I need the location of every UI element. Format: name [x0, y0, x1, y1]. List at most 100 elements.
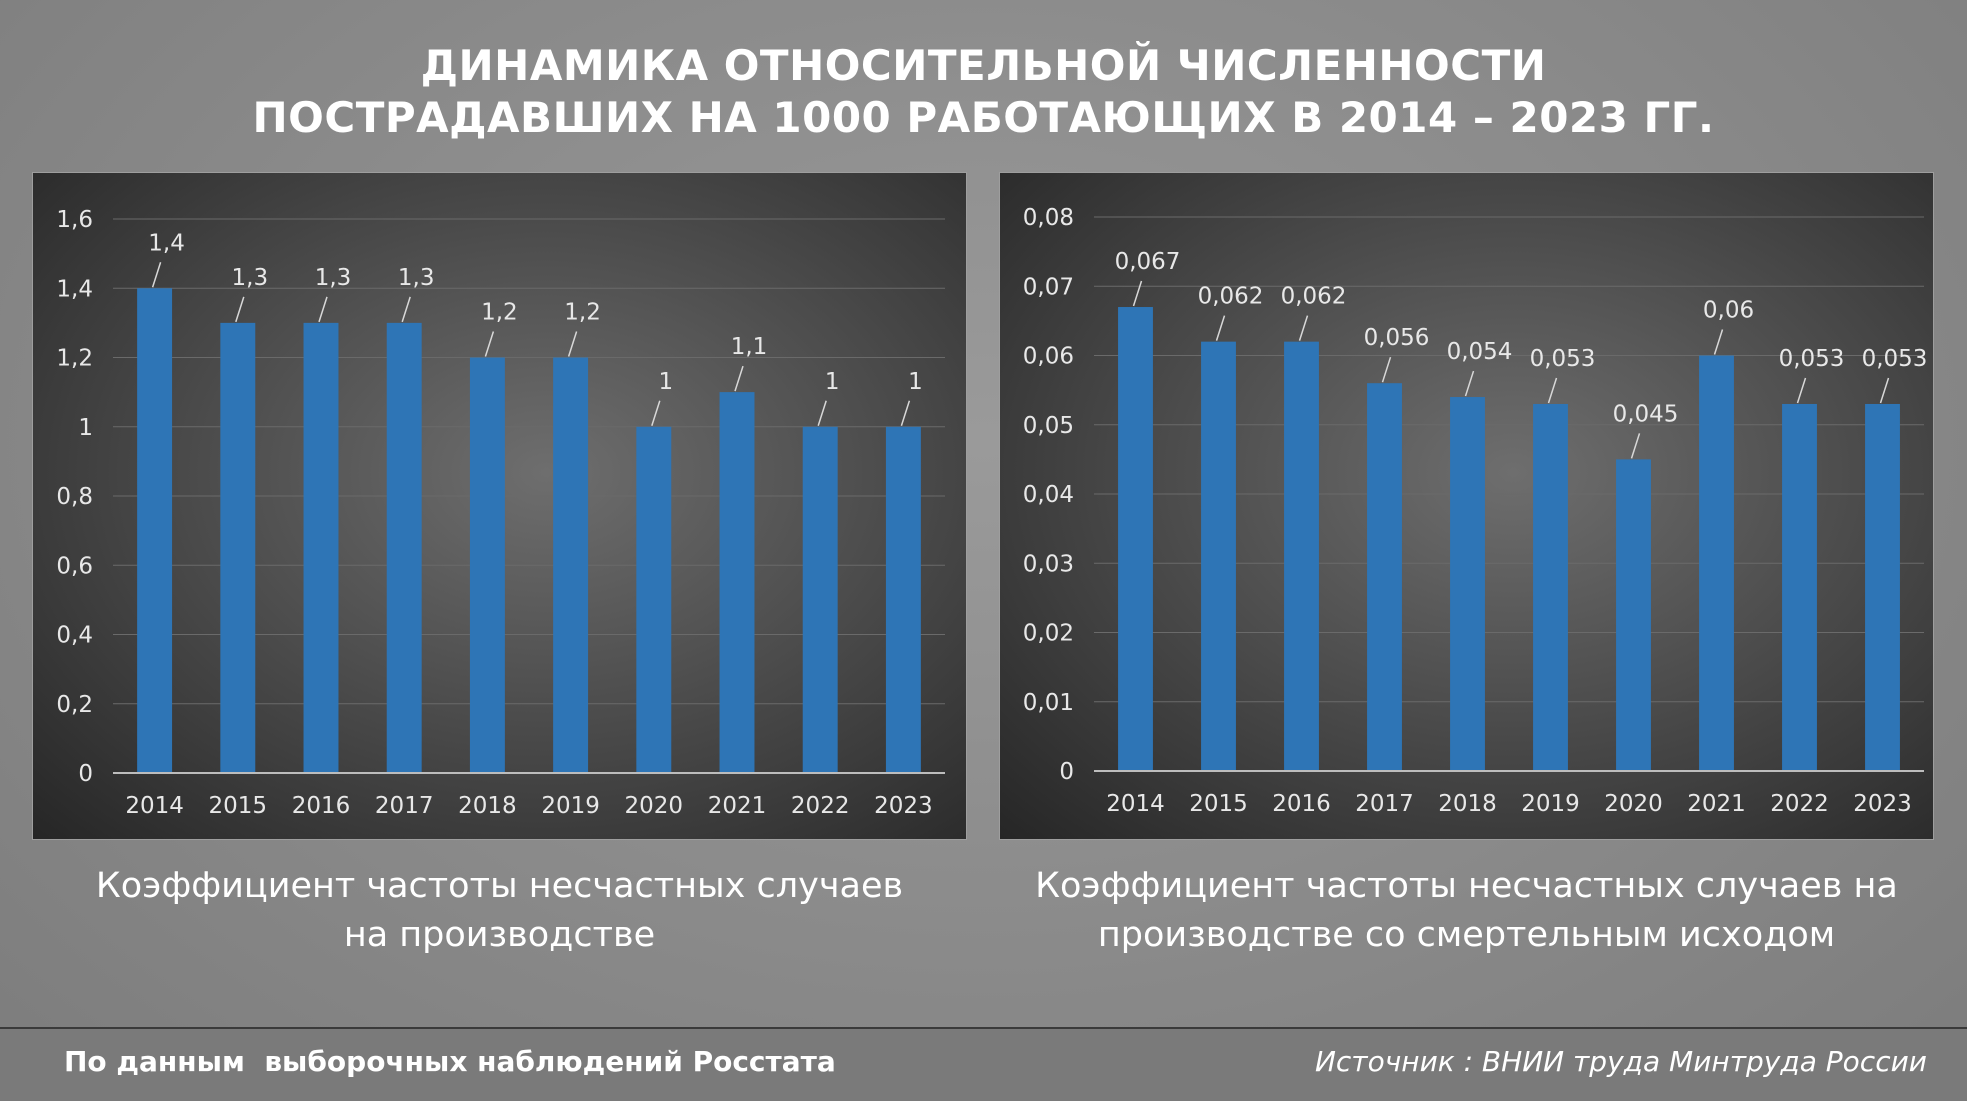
- bar-2019: [1533, 403, 1568, 771]
- x-tick-label-2014: 2014: [1106, 791, 1165, 817]
- y-tick-label: 0,6: [56, 553, 93, 579]
- data-label-leader: [1132, 280, 1143, 307]
- x-tick-label-2020: 2020: [625, 793, 684, 819]
- x-tick-label-2016: 2016: [292, 793, 351, 819]
- bar-2015: [1201, 341, 1236, 771]
- caption-injury-rate-line-1: Коэффициент частоты несчастных случаев: [95, 866, 904, 906]
- data-label-2018: 1,2: [481, 300, 518, 326]
- page-title-line-2: ПОСТРАДАВШИХ НА 1000 РАБОТАЮЩИХ В 2014 –…: [252, 93, 1715, 142]
- bar-2020: [1616, 459, 1651, 771]
- bar-2016: [1284, 341, 1319, 771]
- data-label-2015: 1,3: [232, 265, 269, 291]
- caption-fatal-rate: Коэффициент частоты несчастных случаев н…: [999, 862, 1934, 960]
- footer-bar: По данным выборочных наблюдений Росстата…: [0, 1027, 1967, 1101]
- data-label-leader: [235, 296, 245, 323]
- data-label-2014: 0,067: [1115, 249, 1181, 275]
- data-label-2020: 0,045: [1613, 401, 1679, 427]
- bar-2023: [885, 426, 921, 773]
- data-label-2021: 0,06: [1703, 298, 1754, 324]
- y-tick-label: 1,2: [56, 346, 93, 372]
- data-label-leader: [1298, 315, 1309, 341]
- x-tick-label-2018: 2018: [458, 793, 517, 819]
- bar-2017: [386, 322, 422, 773]
- data-label-leader: [1879, 377, 1890, 404]
- x-tick-label-2021: 2021: [708, 793, 767, 819]
- bar-2020: [636, 426, 672, 773]
- data-label-leader: [401, 296, 411, 323]
- y-tick-label: 0,03: [1023, 551, 1074, 577]
- x-tick-label-2015: 2015: [209, 793, 268, 819]
- y-tick-label: 0: [1059, 759, 1074, 785]
- bar-2022: [802, 426, 838, 773]
- x-tick-label-2014: 2014: [125, 793, 184, 819]
- caption-injury-rate: Коэффициент частоты несчастных случаев н…: [32, 862, 967, 960]
- data-label-2023: 1: [908, 369, 923, 395]
- bar-2021: [1699, 355, 1734, 771]
- y-tick-label: 0,01: [1023, 690, 1074, 716]
- data-label-2019: 0,053: [1530, 346, 1596, 372]
- x-tick-label-2023: 2023: [874, 793, 933, 819]
- chart-panel-injury-rate: 0 0,2 0,4 0,6 0,8 1 1,2 1,4 1,6 1,4 2014 1,3 2015 1,3…: [32, 172, 967, 840]
- y-tick-label: 0: [78, 761, 93, 787]
- x-tick-label-2017: 2017: [1355, 791, 1414, 817]
- data-label-2020: 1: [658, 369, 673, 395]
- x-tick-label-2021: 2021: [1687, 791, 1746, 817]
- page-title-line-1: ДИНАМИКА ОТНОСИТЕЛЬНОЙ ЧИСЛЕННОСТИ: [420, 41, 1547, 90]
- footer-data-note: По данным выборочных наблюдений Росстата: [64, 1045, 836, 1078]
- page-title: ДИНАМИКА ОТНОСИТЕЛЬНОЙ ЧИСЛЕННОСТИ ПОСТР…: [0, 40, 1967, 144]
- bar-2018: [469, 357, 505, 773]
- data-label-2023: 0,053: [1862, 346, 1928, 372]
- data-label-2022: 1: [825, 369, 840, 395]
- data-label-leader: [151, 262, 162, 288]
- bar-2014: [1118, 307, 1153, 771]
- y-tick-label: 1: [78, 415, 93, 441]
- caption-fatal-rate-line-1: Коэффициент частоты несчастных случаев н…: [1035, 866, 1898, 906]
- data-label-leader: [1215, 315, 1226, 341]
- x-tick-label-2022: 2022: [1770, 791, 1829, 817]
- bar-2019: [553, 357, 589, 773]
- x-tick-label-2019: 2019: [541, 793, 600, 819]
- bar-2016: [303, 322, 339, 773]
- x-tick-label-2022: 2022: [791, 793, 850, 819]
- x-tick-label-2015: 2015: [1189, 791, 1248, 817]
- data-label-leader: [734, 365, 744, 392]
- data-label-leader: [1796, 377, 1807, 404]
- bar-chart-fatal-rate: 0 0,01 0,02 0,03 0,04 0,05 0,06 0,07 0,08 0,067 20…: [1023, 205, 1928, 817]
- bar-chart-injury-rate: 0 0,2 0,4 0,6 0,8 1 1,2 1,4 1,6 1,4 2014 1,3 2015 1,3…: [56, 207, 945, 819]
- y-tick-label: 0,05: [1023, 413, 1074, 439]
- bar-2017: [1367, 383, 1402, 771]
- x-tick-label-2020: 2020: [1604, 791, 1663, 817]
- data-label-leader: [1464, 370, 1475, 397]
- chart-panel-fatal-rate: 0 0,01 0,02 0,03 0,04 0,05 0,06 0,07 0,08 0,067 20…: [999, 172, 1934, 840]
- data-label-2015: 0,062: [1198, 284, 1264, 310]
- bar-2015: [220, 322, 256, 773]
- data-label-leader: [567, 331, 578, 357]
- y-tick-label: 0,8: [56, 484, 93, 510]
- data-label-leader: [900, 400, 911, 426]
- caption-injury-rate-line-2: на производстве: [343, 915, 656, 955]
- x-tick-label-2023: 2023: [1853, 791, 1912, 817]
- bar-2023: [1865, 403, 1900, 771]
- x-tick-label-2018: 2018: [1438, 791, 1497, 817]
- y-tick-label: 0,4: [56, 623, 93, 649]
- x-tick-label-2017: 2017: [375, 793, 434, 819]
- bar-2018: [1450, 397, 1485, 771]
- data-label-leader: [1630, 433, 1641, 459]
- data-label-leader: [1713, 329, 1724, 355]
- data-label-2021: 1,1: [731, 334, 768, 360]
- data-label-2017: 0,056: [1364, 325, 1430, 351]
- data-label-leader: [1381, 356, 1392, 383]
- data-label-leader: [484, 331, 495, 357]
- x-tick-label-2016: 2016: [1272, 791, 1331, 817]
- footer-source: Источник : ВНИИ труда Минтруда России: [1314, 1045, 1927, 1078]
- y-tick-label: 1,6: [56, 207, 93, 233]
- caption-fatal-rate-line-2: производстве со смертельным исходом: [1097, 915, 1836, 955]
- data-label-2019: 1,2: [564, 300, 601, 326]
- data-label-2018: 0,054: [1447, 339, 1513, 365]
- y-tick-label: 0,07: [1023, 274, 1074, 300]
- y-tick-label: 1,4: [56, 276, 93, 302]
- bar-2021: [719, 392, 755, 773]
- data-label-2017: 1,3: [398, 265, 435, 291]
- data-label-leader: [817, 400, 827, 426]
- y-tick-label: 0,02: [1023, 621, 1074, 647]
